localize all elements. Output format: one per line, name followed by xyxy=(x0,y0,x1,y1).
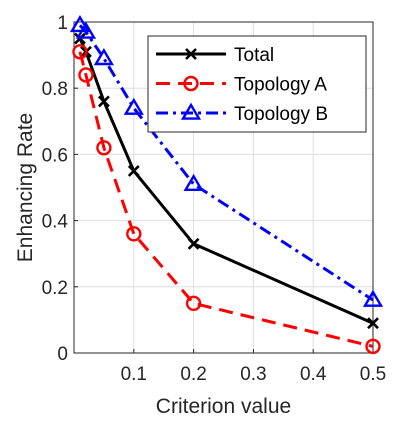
y-axis-title: Enhancing Rate xyxy=(14,113,37,262)
legend-marker xyxy=(183,75,199,92)
y-tick-label: 0.4 xyxy=(42,212,69,233)
y-tick-label: 0.2 xyxy=(42,278,68,299)
y-tick-label: 0.8 xyxy=(42,79,68,100)
data-point-marker xyxy=(367,317,379,330)
data-point-marker xyxy=(97,95,110,108)
legend-label: Topology B xyxy=(234,104,328,125)
x-tick-label: 0.1 xyxy=(121,364,147,385)
x-tick-label: 0.3 xyxy=(240,364,266,385)
data-point-marker xyxy=(183,173,204,191)
x-tick-label: 0.5 xyxy=(360,364,386,385)
data-point-marker xyxy=(72,44,88,60)
legend: Total Topology A Topology B xyxy=(147,35,367,133)
y-tick-label: 0.6 xyxy=(42,145,68,166)
x-tick-label: 0.4 xyxy=(300,364,327,385)
data-point-marker xyxy=(362,289,384,307)
data-point-marker xyxy=(187,237,200,250)
y-tick-label: 1 xyxy=(57,13,68,34)
data-point-marker xyxy=(127,165,140,177)
legend-item: Total xyxy=(156,45,274,66)
data-point-marker xyxy=(93,48,114,66)
data-point-marker xyxy=(185,295,202,312)
data-point-marker xyxy=(123,97,144,115)
x-axis-title: Criterion value xyxy=(156,395,291,418)
series-lines xyxy=(69,14,384,355)
legend-marker xyxy=(185,48,197,60)
series-2 xyxy=(69,14,384,307)
legend-marker xyxy=(180,102,202,120)
x-tick-label: 0.2 xyxy=(180,364,206,385)
series-line xyxy=(78,51,374,348)
axis-ticks: 0 0.2 0.4 0.6 0.8 1 0.1 0.2 0.3 0.4 0.5 xyxy=(42,13,387,385)
legend-label: Total xyxy=(234,45,274,66)
data-point-marker xyxy=(78,67,94,83)
legend-item: Topology B xyxy=(156,102,328,125)
y-tick-label: 0 xyxy=(57,344,68,365)
data-point-marker xyxy=(96,140,112,156)
data-point-marker xyxy=(365,338,381,355)
series-1 xyxy=(72,44,381,355)
data-point-marker xyxy=(75,21,97,39)
legend-item: Topology A xyxy=(156,75,327,96)
data-point-marker xyxy=(69,14,91,33)
data-point-marker xyxy=(126,226,142,242)
legend-label: Topology A xyxy=(234,75,327,96)
plot-area-frame xyxy=(73,21,374,354)
